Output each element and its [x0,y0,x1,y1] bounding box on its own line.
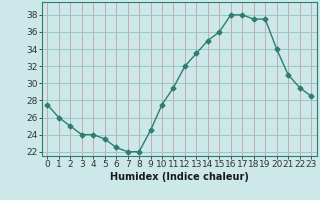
X-axis label: Humidex (Indice chaleur): Humidex (Indice chaleur) [110,172,249,182]
